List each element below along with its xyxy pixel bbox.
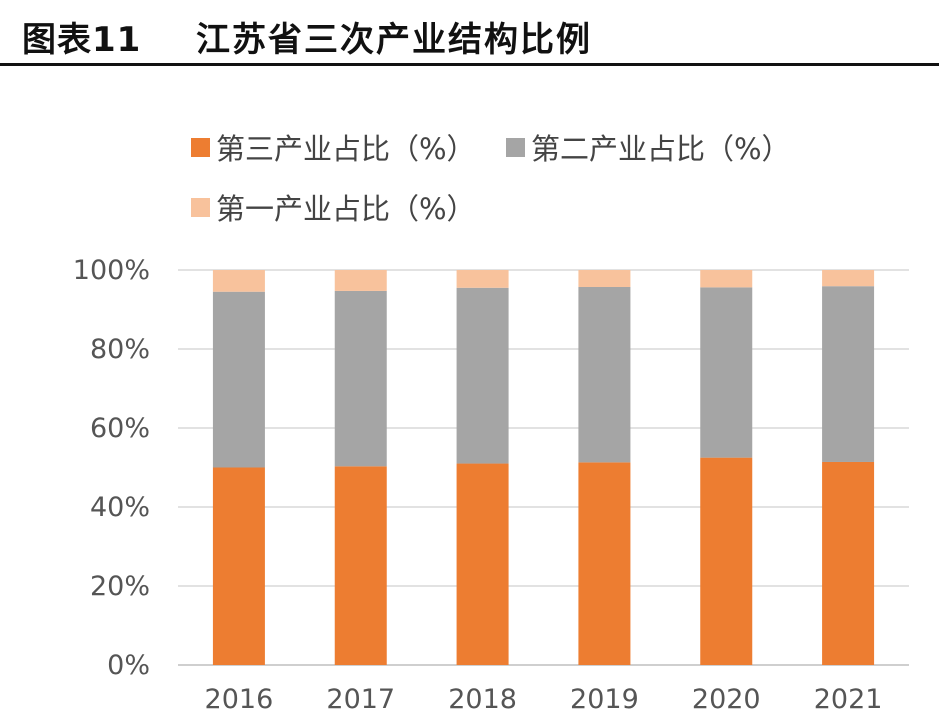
x-tick-label: 2019: [570, 684, 639, 715]
legend-label-tertiary: 第三产业占比（%）: [216, 132, 476, 166]
bar-secondary-2016: [212, 291, 265, 468]
legend-item-tertiary: 第三产业占比（%）: [191, 126, 476, 168]
x-tick-label: 2017: [326, 684, 395, 715]
legend-swatch-secondary: [506, 137, 525, 157]
legend-swatch-primary: [191, 197, 210, 217]
legend-label-secondary: 第二产业占比（%）: [531, 132, 791, 166]
bar-secondary-2017: [334, 290, 387, 467]
bar-primary-2016: [212, 270, 265, 292]
legend-item-secondary: 第二产业占比（%）: [506, 126, 791, 168]
bar-primary-2018: [456, 270, 509, 288]
bar-tertiary-2017: [334, 466, 387, 665]
y-tick-label: 40%: [90, 492, 150, 523]
bar-primary-2017: [334, 270, 387, 291]
y-tick-label: 80%: [90, 334, 150, 365]
bar-primary-2021: [822, 270, 875, 287]
x-tick-label: 2020: [692, 684, 761, 715]
bar-tertiary-2020: [700, 457, 753, 665]
legend-item-primary: 第一产业占比（%）: [191, 186, 476, 228]
y-tick-label: 20%: [90, 571, 150, 602]
bar-secondary-2018: [456, 287, 509, 464]
figure-label: 图表11: [22, 20, 142, 60]
legend-label-primary: 第一产业占比（%）: [216, 192, 476, 226]
bar-tertiary-2016: [212, 467, 265, 665]
y-tick-label: 60%: [90, 413, 150, 444]
bar-tertiary-2019: [578, 462, 631, 665]
x-tick-label: 2018: [448, 684, 517, 715]
chart-title: 江苏省三次产业结构比例: [196, 20, 592, 60]
y-tick-label: 100%: [73, 255, 150, 286]
bar-primary-2020: [700, 270, 753, 288]
bar-secondary-2021: [822, 286, 875, 462]
legend-swatch-tertiary: [191, 137, 210, 157]
x-tick-label: 2016: [205, 684, 274, 715]
bar-secondary-2020: [700, 287, 753, 458]
bar-tertiary-2021: [822, 461, 875, 665]
x-tick-label: 2021: [814, 684, 883, 715]
bar-secondary-2019: [578, 286, 631, 463]
bar-primary-2019: [578, 270, 631, 287]
y-tick-label: 0%: [107, 650, 150, 681]
bar-tertiary-2018: [456, 463, 509, 665]
figure-header: 图表11 江苏省三次产业结构比例: [0, 0, 939, 66]
